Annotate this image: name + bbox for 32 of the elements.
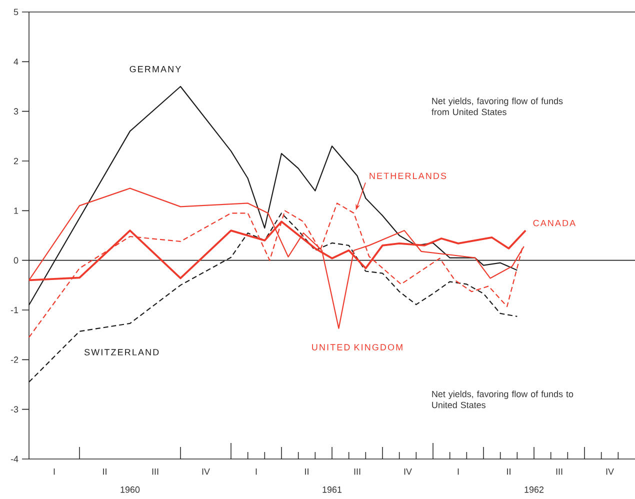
y-tick-label: -2 — [10, 356, 18, 363]
text: I — [54, 468, 55, 475]
text: III — [152, 468, 158, 475]
series-label: SWITZERLAND — [84, 349, 159, 356]
text: IV — [404, 468, 412, 475]
text: II — [103, 468, 106, 475]
series-label: CANADA — [533, 220, 576, 226]
text: NETHERLANDS — [370, 172, 446, 180]
text: IV — [202, 468, 210, 475]
x-tick-label: 1960 — [120, 486, 140, 493]
y-tick-label: 1 — [14, 208, 18, 214]
y-tick-label: -1 — [10, 306, 18, 314]
text: II — [507, 468, 510, 475]
y-tick-label: 0 — [14, 257, 18, 264]
y-tick-label: 3 — [14, 108, 18, 115]
text: I — [458, 468, 459, 475]
y-tick-label: 5 — [14, 8, 18, 16]
text: I — [256, 468, 257, 475]
x-tick-label: 1962 — [524, 486, 544, 493]
series-label: GERMANY — [130, 66, 181, 72]
x-tick-label: 1961 — [322, 486, 342, 493]
annotation: Net yields, favoring flow of funds to United States — [432, 390, 574, 408]
y-tick-label: 2 — [14, 158, 18, 164]
y-tick-label: -3 — [10, 406, 18, 413]
annotation: Net yields, favoring flow of funds from United States — [432, 98, 563, 116]
text: UNITED KINGDOM — [312, 344, 402, 350]
text: IV — [606, 468, 614, 475]
text: III — [556, 468, 562, 475]
text: III — [354, 468, 360, 475]
y-tick-label: -4 — [10, 456, 18, 462]
y-tick-label: 4 — [14, 58, 18, 65]
text: II — [305, 468, 308, 475]
